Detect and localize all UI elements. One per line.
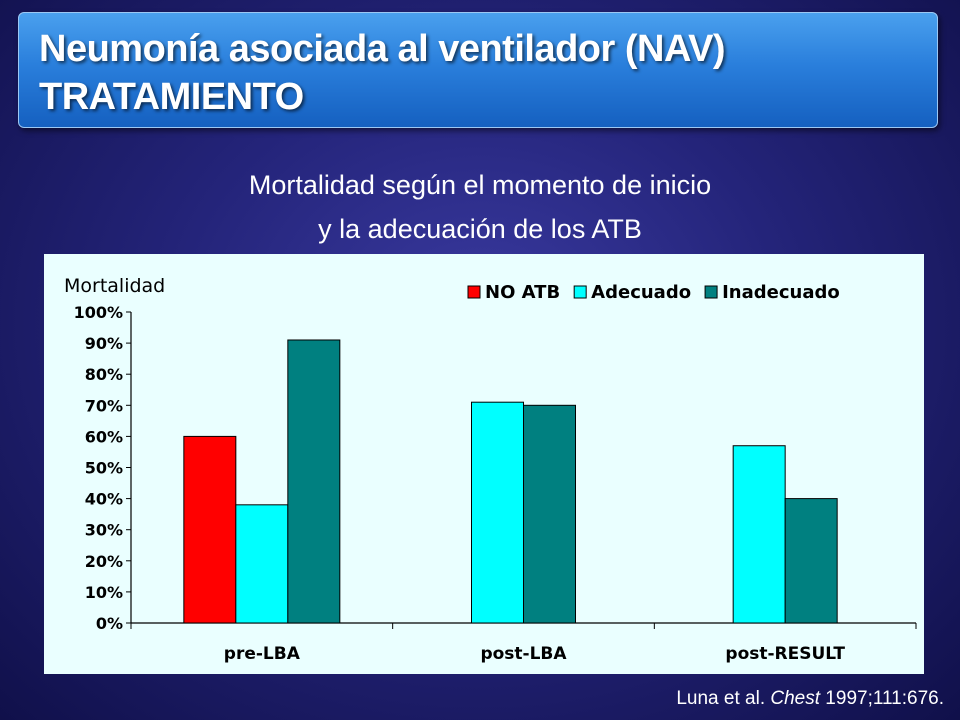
y-tick-label: 100% [74,303,123,322]
bar-no-atb-0 [183,435,237,624]
legend-label: NO ATB [485,282,560,303]
title-line-2: TRATAMIENTO [39,76,304,118]
y-tick-label: 50% [85,459,123,478]
y-axis-label: Mortalidad [64,275,165,297]
legend-swatch [704,285,718,299]
bar-inadecuado-0 [287,339,341,624]
citation: Luna et al. Chest 1997;111:676. [676,688,944,710]
legend-swatch [573,285,587,299]
bar-adecuado-2 [732,445,786,624]
y-tick-label: 0% [96,614,123,633]
citation-authors: Luna et al. [676,688,771,709]
bar-inadecuado-2 [784,498,838,624]
citation-ref: 1997;111:676. [820,688,944,709]
y-tick-label: 30% [85,521,123,540]
y-tick-label: 20% [85,552,123,571]
bar-adecuado-0 [235,504,289,624]
citation-journal: Chest [770,688,821,709]
bar-adecuado-1 [471,401,524,624]
legend-label: Inadecuado [722,282,840,303]
y-tick-label: 70% [85,396,123,415]
x-tick-label: post-LBA [480,644,567,664]
bar-inadecuado-1 [523,404,576,624]
title-line-1: Neumonía asociada al ventilador (NAV) [39,28,726,70]
y-tick-label: 60% [85,427,123,446]
subtitle-line-1: Mortalidad según el momento de inicio [248,170,712,200]
mortality-bar-chart: Mortalidad 0% 10% 20% 30% 40% 50% 60% 70% 80% 90% 1… [64,275,917,664]
x-tick-label: post-RESULT [725,644,845,664]
legend-label: Adecuado [591,282,691,303]
y-tick-label: 40% [85,490,123,509]
y-tick-label: 90% [85,334,123,353]
legend-swatch [467,285,481,299]
title-banner: Neumonía asociada al ventilador (NAV) TR… [18,12,938,128]
y-tick-label: 80% [85,365,123,384]
x-tick-label: pre-LBA [224,644,301,664]
chart-panel: Mortalidad 0% 10% 20% 30% 40% 50% 60% 70% 80% 90% 1… [44,254,924,674]
y-tick-label: 10% [85,583,123,602]
subtitle-line-2: y la adecuación de los ATB [318,214,642,244]
